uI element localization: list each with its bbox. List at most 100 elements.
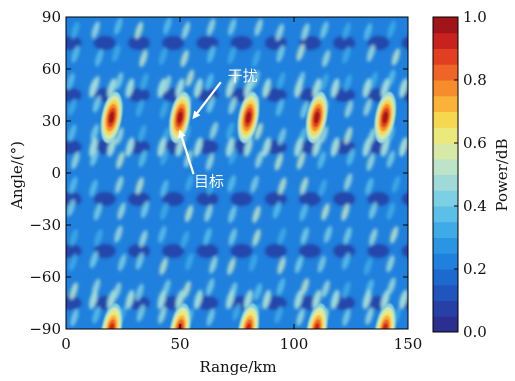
low-power-cell [127, 36, 150, 50]
low-power-cell [367, 192, 390, 206]
sidelobe-streak [274, 153, 283, 171]
sidelobe-streak [181, 21, 191, 39]
colorbar-segment [433, 316, 458, 333]
sidelobe-streak [158, 225, 167, 244]
sidelobe-streak [252, 49, 261, 68]
sidelobe-streak [117, 202, 126, 220]
sidelobe-streak [301, 23, 310, 41]
sidelobe-streak [228, 96, 237, 115]
sidelobe-streak [320, 21, 329, 39]
secondary-lobe [193, 78, 203, 98]
low-power-cell [162, 244, 185, 258]
sidelobe-streak [318, 179, 327, 197]
low-power-cell [93, 36, 116, 50]
y-tick-label: −90 [29, 320, 61, 338]
sidelobe-streak [94, 228, 103, 247]
sidelobe-streak [342, 308, 351, 327]
sidelobe-streak [275, 98, 285, 117]
secondary-lobe [380, 78, 390, 98]
sidelobe-streak [344, 126, 353, 145]
low-power-cell [127, 192, 150, 206]
colorbar-segment [433, 48, 458, 65]
low-power-cell [367, 244, 390, 258]
secondary-lobe [89, 289, 98, 310]
secondary-lobe [175, 137, 185, 157]
colorbar-tick-label: 1.0 [463, 8, 487, 26]
sidelobe-streak [90, 123, 99, 142]
sidelobe-streak [89, 251, 99, 269]
colorbar-segment [433, 80, 458, 97]
sidelobe-streak [71, 45, 80, 63]
low-power-cell [333, 244, 356, 258]
secondary-lobe [312, 137, 322, 157]
y-tick-label: 90 [42, 8, 61, 26]
sidelobe-streak [159, 101, 169, 119]
sidelobe-streak [185, 174, 194, 192]
secondary-lobe [157, 137, 167, 157]
low-power-cell [230, 192, 253, 206]
sidelobe-streak [118, 253, 127, 272]
colorbar-segment [433, 174, 458, 191]
axes: 0 50 100 150 −90 −60 −30 0 30 60 90 [29, 8, 422, 353]
secondary-lobe [175, 78, 185, 98]
sidelobe-streak [139, 230, 148, 248]
sidelobe-streak [135, 177, 144, 195]
low-power-cell [401, 192, 408, 206]
sidelobe-streak [184, 204, 194, 223]
sidelobe-streak [363, 22, 373, 41]
low-power-cell [162, 36, 185, 50]
colorbar-segment [433, 17, 458, 34]
low-power-cell [196, 192, 219, 206]
secondary-lobe [330, 78, 340, 98]
secondary-lobe [312, 78, 322, 98]
sidelobe-streak [232, 303, 241, 321]
sidelobe-streak [387, 20, 396, 38]
sidelobe-streak [180, 230, 190, 248]
sidelobe-streak [114, 225, 123, 243]
secondary-lobe [193, 289, 203, 310]
sidelobe-streak [369, 228, 378, 246]
sidelobe-streak [70, 309, 79, 327]
sidelobe-streak [66, 199, 76, 217]
sidelobe-streak [89, 179, 98, 197]
low-power-cell [66, 296, 82, 310]
sidelobe-streak [299, 203, 308, 222]
peaks-layer [100, 91, 397, 329]
secondary-lobe [294, 137, 303, 157]
sidelobe-streak [343, 74, 352, 92]
colorbar-segment [433, 253, 458, 270]
colorbar-segment [433, 111, 458, 128]
sidelobe-streak [140, 200, 150, 219]
secondary-lobe [294, 78, 303, 98]
sidelobe-streak [206, 278, 215, 296]
secondary-lobe [157, 289, 167, 310]
secondary-lobe [399, 289, 408, 310]
sidelobe-streak [228, 147, 237, 165]
sidelobe-streak [365, 307, 374, 325]
sidelobe-streak [115, 127, 124, 145]
heatmap-texture [66, 17, 408, 327]
sidelobe-streak [228, 18, 237, 36]
sidelobe-streak [344, 100, 354, 118]
sidelobe-streak [66, 72, 75, 91]
peak-7 [237, 303, 260, 329]
colorbar-tick-label: 0.2 [463, 260, 487, 278]
y-axis-title: Angle/(°) [8, 141, 26, 210]
sidelobe-streak [182, 280, 191, 299]
sidelobe-streak [299, 177, 309, 195]
sidelobe-streak [138, 124, 147, 143]
secondary-lobe [362, 137, 372, 157]
sidelobe-streak [300, 227, 309, 245]
sidelobe-streak [185, 253, 194, 271]
annotation-label: 目标 [194, 173, 224, 191]
secondary-lobe [294, 289, 303, 310]
secondary-lobe [107, 78, 116, 98]
secondary-lobe [89, 137, 98, 157]
y-tick-label: 0 [51, 164, 61, 182]
secondary-lobe [399, 137, 408, 157]
peak-9 [374, 303, 397, 329]
sidelobe-streak [227, 174, 236, 193]
colorbar-segment [433, 206, 458, 223]
sidelobe-streak [204, 204, 213, 222]
